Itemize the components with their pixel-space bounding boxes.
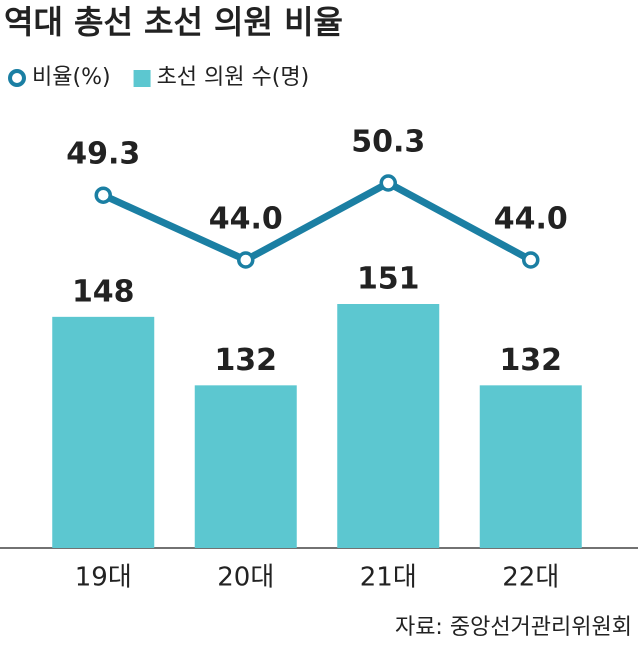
line-marker — [237, 251, 255, 269]
bar-value-label: 151 — [357, 262, 420, 297]
x-tick-label: 20대 — [217, 563, 274, 593]
line-value-label: 44.0 — [209, 202, 283, 237]
line — [101, 179, 533, 264]
x-tick-label: 19대 — [75, 563, 132, 593]
line-marker — [522, 251, 540, 269]
source: 자료: 중앙선거관리위원회 — [395, 615, 632, 640]
chart-title: 역대 총선 초선 의원 비율 — [4, 3, 343, 41]
legend-label: 초선 의원 수(명) — [157, 65, 310, 90]
line-value-label: 44.0 — [494, 202, 568, 237]
bar-value-label: 132 — [214, 343, 277, 378]
legend-marker — [8, 69, 26, 87]
bar-value-label: 148 — [72, 274, 135, 309]
line-value-label: 49.3 — [66, 137, 140, 172]
line-marker — [379, 174, 397, 192]
legend-label: 비율(%) — [32, 65, 111, 90]
bar — [194, 385, 297, 548]
bar — [479, 385, 582, 548]
bar — [337, 304, 440, 548]
x-tick-label: 22대 — [502, 563, 559, 593]
bar — [52, 316, 155, 548]
line-marker — [94, 186, 112, 204]
x-tick-label: 21대 — [360, 563, 417, 593]
bar-value-label: 132 — [499, 343, 562, 378]
legend-marker — [133, 70, 151, 87]
line-value-label: 50.3 — [351, 125, 425, 160]
